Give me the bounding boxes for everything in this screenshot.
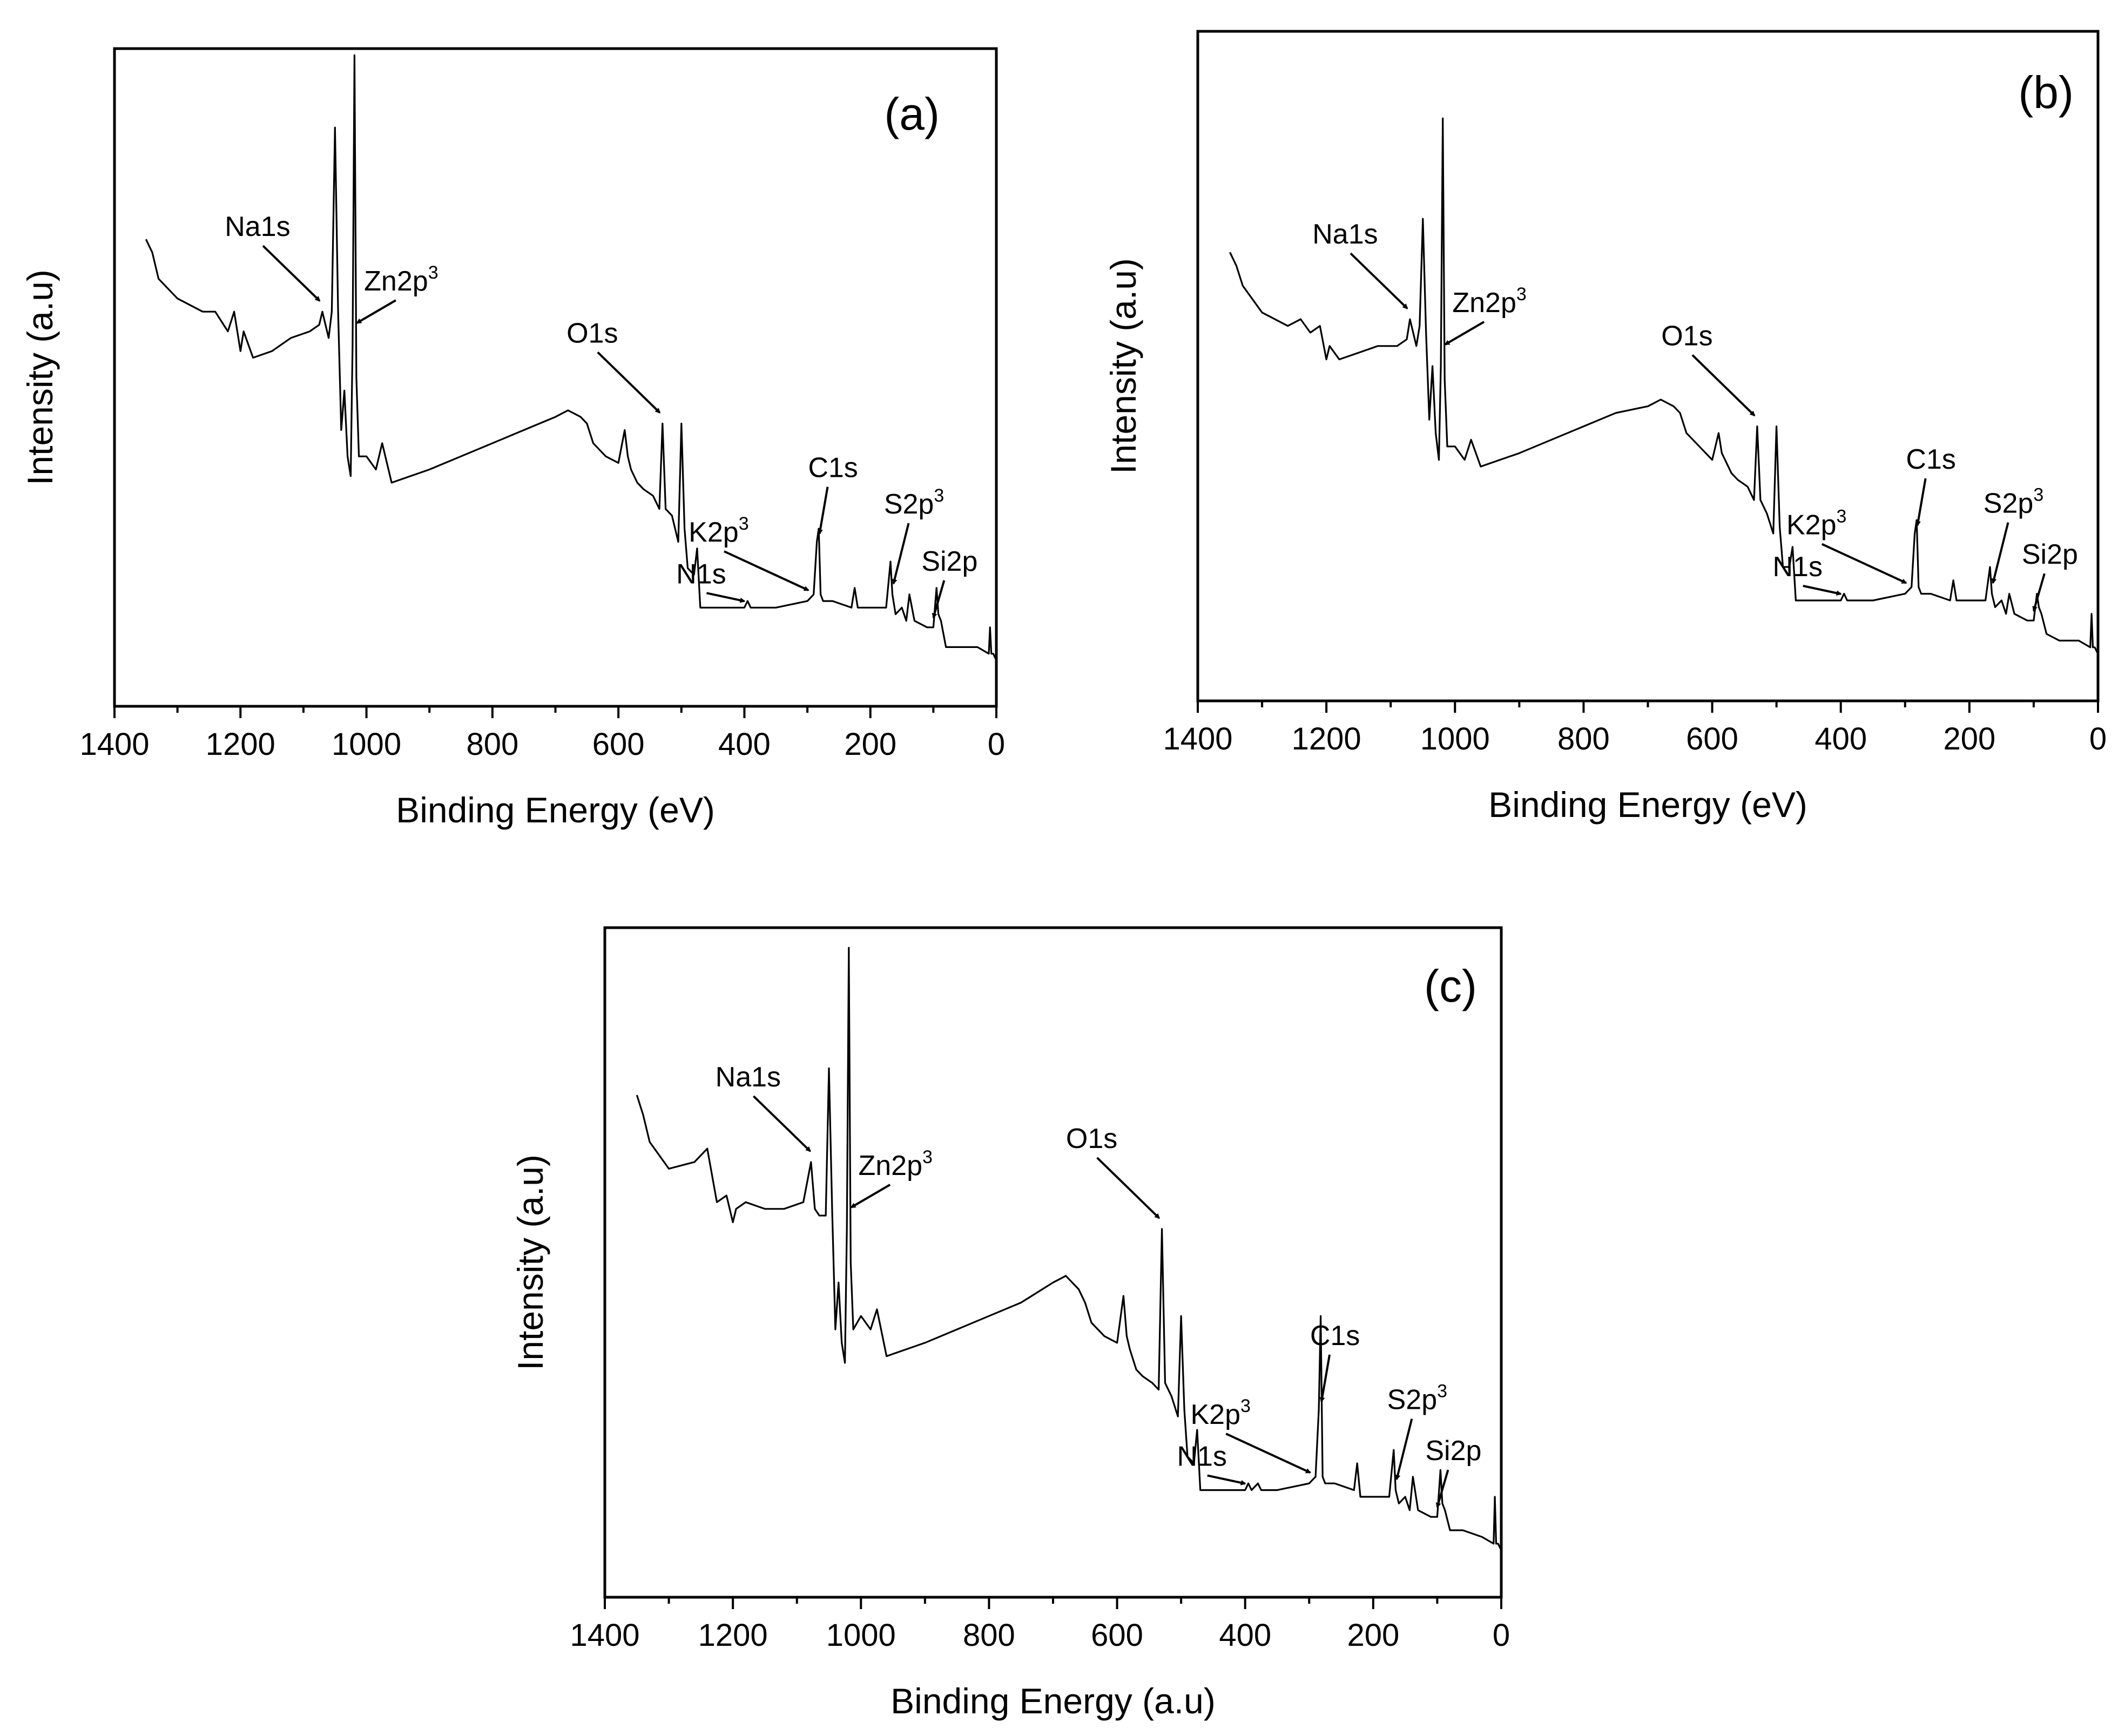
peak-label: O1s [566,318,618,349]
x-ticks: 1400 1200 1000 800 600 400 200 0 [1163,701,2107,756]
peak-label: Na1s [716,1062,781,1093]
x-tick-label: 600 [1686,721,1738,756]
peak-label: O1s [1066,1123,1117,1154]
peak-arrow [1991,522,2009,584]
x-tick-label: 1000 [826,1618,896,1653]
peak-arrow [1207,1474,1246,1485]
x-tick-label: 200 [1943,721,1995,756]
x-tick-label: 400 [718,727,771,762]
peak-arrow [597,351,661,414]
x-tick-label: 0 [2089,721,2107,756]
peak-label: Si2p [921,546,977,577]
x-tick-label: 1000 [1420,721,1490,756]
x-axis-label: Binding Energy (eV) [1488,785,1807,825]
peak-arrow [706,592,746,603]
peak-label: Zn2p3 [364,262,438,297]
spectrum-group [145,54,997,661]
panel-label: (a) [884,89,940,139]
peak-label: S2p3 [1984,485,2043,519]
peak-arrow [1691,354,1756,417]
peak-arrow [356,299,396,324]
panel-label: (c) [1424,961,1477,1011]
peak-arrow [1915,478,1927,526]
peak-arrow [1821,543,1907,584]
peak-label: C1s [1906,444,1955,475]
peak-arrow [752,1095,811,1152]
peak-arrow [1225,1433,1312,1474]
peak-label: N1s [1177,1441,1226,1472]
peak-arrow [817,487,829,535]
x-tick-label: 200 [1347,1618,1399,1653]
peak-label: N1s [676,558,726,590]
peak-label: C1s [1310,1320,1360,1352]
peak-arrow [1803,585,1842,596]
peak-label: Na1s [225,211,290,242]
peak-arrow [1444,321,1485,346]
y-axis-label: Intensity (a.u) [510,1154,550,1370]
spectrum-line [636,947,1502,1551]
x-tick-label: 1200 [1292,721,1361,756]
peak-label: O1s [1661,321,1712,352]
peak-label: Na1s [1312,219,1378,250]
peak-arrow [1435,1469,1449,1509]
y-axis-label: Intensity (a.u) [20,269,60,485]
spectrum-line [145,54,997,661]
x-tick-label: 400 [1814,721,1867,756]
x-tick-label: 200 [844,727,896,762]
panel-b: 1400 1200 1000 800 600 400 200 0 Zn2p3 Na1s O1s C1… [1103,30,2107,825]
x-tick-label: 1400 [79,727,149,762]
x-tick-label: 800 [963,1618,1015,1653]
x-tick-label: 600 [1091,1618,1143,1653]
peak-arrow [1395,1418,1413,1481]
peak-annotations: Zn2p3 Na1s O1s C1s K2p3 N1s S2p3 Si2p [225,211,977,619]
peak-label: Si2p [1425,1435,1481,1467]
peak-annotations: Zn2p3 Na1s O1s C1s K2p3 N1s S2p3 Si2p [1312,219,2078,612]
peak-label: S2p3 [884,485,944,520]
x-tick-label: 400 [1219,1618,1271,1653]
y-axis-label: Intensity (a.u) [1103,258,1143,474]
peak-arrow [932,580,946,619]
peak-label: K2p3 [689,514,748,548]
peak-label: N1s [1772,551,1822,583]
x-ticks: 1400 1200 1000 800 600 400 200 0 [79,706,1005,762]
x-tick-label: 0 [988,727,1005,762]
peak-label: S2p3 [1387,1381,1447,1416]
peak-arrow [1319,1354,1331,1403]
spectrum-group [636,947,1502,1551]
peak-arrow [1350,252,1408,309]
peak-label: K2p3 [1190,1396,1250,1430]
x-tick-label: 1400 [1163,721,1232,756]
peak-arrow [2032,573,2046,612]
x-tick-label: 600 [592,727,645,762]
peak-label: C1s [808,452,858,484]
x-tick-label: 1200 [206,727,275,762]
spectrum-group [1229,117,2099,654]
peak-arrow [724,550,809,591]
spectrum-line [1229,117,2099,654]
x-ticks: 1400 1200 1000 800 600 400 200 0 [570,1597,1510,1653]
panel-a: 1400 1200 1000 800 600 400 200 0 Zn2p3 Na1s O1s C1… [20,47,1005,830]
x-tick-label: 1400 [570,1618,639,1653]
x-tick-label: 800 [466,727,518,762]
x-tick-label: 1200 [698,1618,768,1653]
peak-label: Si2p [2022,539,2078,570]
x-tick-label: 800 [1557,721,1610,756]
panel-label: (b) [2018,67,2074,118]
panel-c: 1400 1200 1000 800 600 400 200 0 Zn2p3 Na1s O1s C1… [510,926,1510,1721]
x-axis-label: Binding Energy (eV) [396,790,715,830]
peak-arrow [892,523,910,585]
x-axis-label: Binding Energy (a.u) [891,1681,1216,1721]
peak-annotations: Zn2p3 Na1s O1s C1s K2p3 N1s S2p3 Si2p [716,1062,1481,1509]
peak-arrow [850,1184,891,1208]
x-tick-label: 1000 [332,727,401,762]
peak-label: K2p3 [1786,506,1846,541]
peak-label: Zn2p3 [858,1147,932,1181]
x-tick-label: 0 [1493,1618,1510,1653]
peak-arrow [1096,1157,1161,1219]
peak-label: Zn2p3 [1452,284,1526,319]
peak-arrow [262,245,321,302]
